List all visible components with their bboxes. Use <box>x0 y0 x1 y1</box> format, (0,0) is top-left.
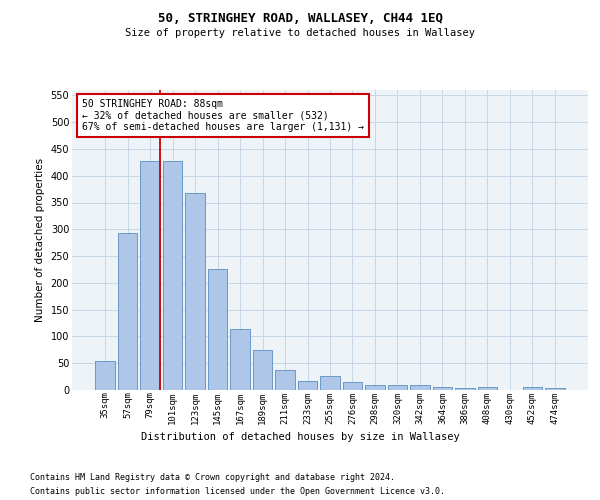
Bar <box>320 376 340 390</box>
Bar <box>95 360 115 390</box>
Text: Contains public sector information licensed under the Open Government Licence v3: Contains public sector information licen… <box>30 488 445 496</box>
Bar <box>343 382 362 390</box>
Bar <box>410 384 430 390</box>
Bar <box>455 388 475 390</box>
Bar <box>208 270 227 390</box>
Bar <box>298 381 317 390</box>
Bar <box>253 350 272 390</box>
Text: Contains HM Land Registry data © Crown copyright and database right 2024.: Contains HM Land Registry data © Crown c… <box>30 472 395 482</box>
Bar <box>118 233 137 390</box>
Bar <box>523 388 542 390</box>
Bar <box>433 388 452 390</box>
Text: 50, STRINGHEY ROAD, WALLASEY, CH44 1EQ: 50, STRINGHEY ROAD, WALLASEY, CH44 1EQ <box>157 12 443 26</box>
Bar <box>185 193 205 390</box>
Y-axis label: Number of detached properties: Number of detached properties <box>35 158 45 322</box>
Bar <box>478 388 497 390</box>
Bar <box>275 370 295 390</box>
Text: Size of property relative to detached houses in Wallasey: Size of property relative to detached ho… <box>125 28 475 38</box>
Text: 50 STRINGHEY ROAD: 88sqm
← 32% of detached houses are smaller (532)
67% of semi-: 50 STRINGHEY ROAD: 88sqm ← 32% of detach… <box>82 99 364 132</box>
Bar <box>545 388 565 390</box>
Bar <box>388 384 407 390</box>
Text: Distribution of detached houses by size in Wallasey: Distribution of detached houses by size … <box>140 432 460 442</box>
Bar <box>140 160 160 390</box>
Bar <box>163 160 182 390</box>
Bar <box>230 330 250 390</box>
Bar <box>365 385 385 390</box>
